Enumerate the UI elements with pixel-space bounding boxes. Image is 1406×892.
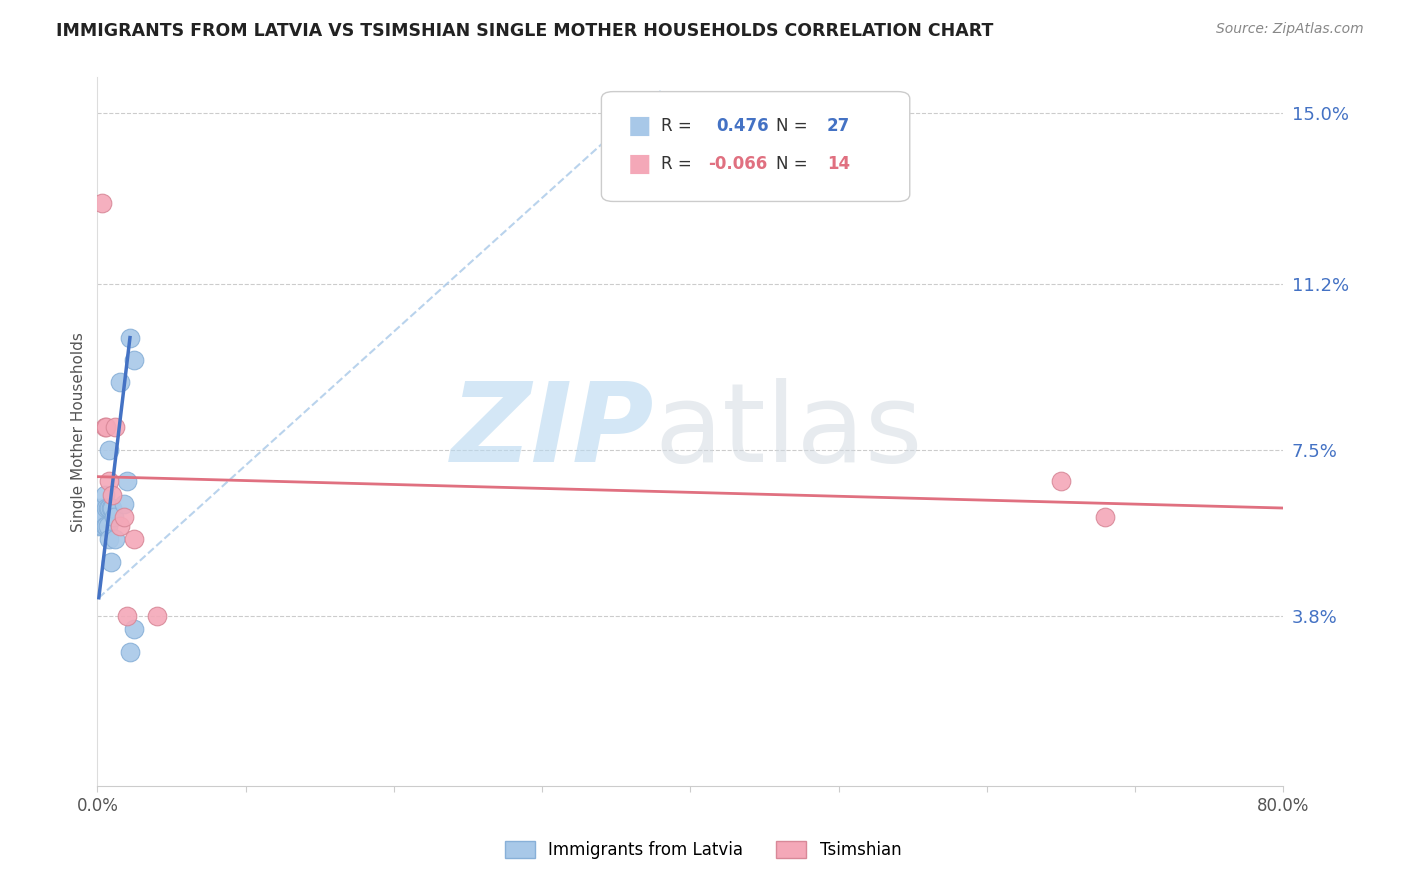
Point <box>97 501 120 516</box>
Point <box>87 519 110 533</box>
Point <box>98 533 121 547</box>
Text: IMMIGRANTS FROM LATVIA VS TSIMSHIAN SINGLE MOTHER HOUSEHOLDS CORRELATION CHART: IMMIGRANTS FROM LATVIA VS TSIMSHIAN SING… <box>56 22 994 40</box>
Point <box>98 474 121 488</box>
Point <box>94 487 117 501</box>
Point <box>100 555 122 569</box>
Point <box>98 442 121 457</box>
Point <box>115 608 138 623</box>
Point <box>104 420 127 434</box>
Point <box>124 533 146 547</box>
Point <box>118 330 141 344</box>
FancyBboxPatch shape <box>602 92 910 202</box>
Point <box>108 376 131 390</box>
Text: atlas: atlas <box>655 378 924 485</box>
Text: R =: R = <box>661 155 692 173</box>
Y-axis label: Single Mother Households: Single Mother Households <box>72 332 86 532</box>
Point <box>100 501 122 516</box>
Point <box>98 501 121 516</box>
Point <box>108 519 131 533</box>
Point <box>89 510 111 524</box>
Point <box>103 510 125 524</box>
Point <box>90 519 112 533</box>
Text: 0.476: 0.476 <box>717 117 769 135</box>
Text: ■: ■ <box>627 113 651 137</box>
Point <box>112 497 135 511</box>
Text: ■: ■ <box>627 152 651 176</box>
Text: 27: 27 <box>827 117 851 135</box>
Point <box>96 501 118 516</box>
Point <box>1050 474 1073 488</box>
Text: R =: R = <box>661 117 692 135</box>
Text: N =: N = <box>776 155 807 173</box>
Point <box>1094 510 1116 524</box>
Legend: Immigrants from Latvia, Tsimshian: Immigrants from Latvia, Tsimshian <box>498 834 908 866</box>
Point <box>118 644 141 658</box>
Text: 14: 14 <box>827 155 849 173</box>
Point <box>94 519 117 533</box>
Text: Source: ZipAtlas.com: Source: ZipAtlas.com <box>1216 22 1364 37</box>
Point <box>91 510 114 524</box>
Text: N =: N = <box>776 117 807 135</box>
Text: ZIP: ZIP <box>451 378 655 485</box>
Point <box>112 510 135 524</box>
Point <box>124 622 146 636</box>
Point <box>145 608 167 623</box>
Point <box>90 196 112 211</box>
Point <box>101 487 124 501</box>
Point <box>101 501 124 516</box>
Point <box>90 501 112 516</box>
Point <box>96 420 118 434</box>
Point <box>104 533 127 547</box>
Text: -0.066: -0.066 <box>709 155 768 173</box>
Point <box>124 353 146 368</box>
Point <box>94 420 117 434</box>
Point <box>115 474 138 488</box>
Point <box>97 519 120 533</box>
Point <box>96 519 118 533</box>
Point <box>89 501 111 516</box>
